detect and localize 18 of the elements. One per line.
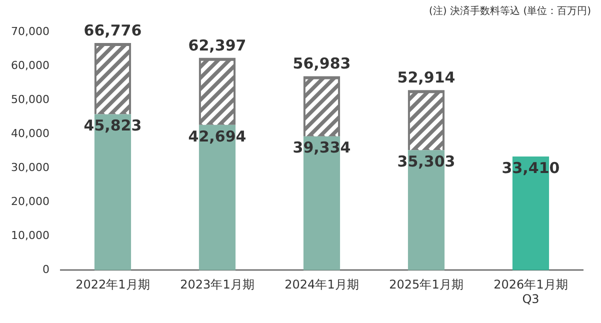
- y-tick-label: 70,000: [10, 24, 50, 38]
- total-label: 52,914: [397, 68, 456, 87]
- y-tick-label: 30,000: [10, 160, 50, 174]
- total-label: 66,776: [84, 21, 142, 40]
- x-tick-label: 2025年1月期: [389, 278, 464, 292]
- x-tick-label: 2026年1月期 Q3: [494, 278, 568, 306]
- total-label: 56,983: [292, 54, 351, 73]
- x-tick-label: 2022年1月期: [76, 278, 150, 292]
- y-tick-label: 20,000: [10, 195, 50, 208]
- y-tick-label: 10,000: [10, 229, 50, 242]
- y-tick-label: 50,000: [10, 92, 50, 106]
- text: (注) 決済手数料等込 (単位：百万円): [429, 4, 591, 18]
- y-tick-label: 0: [42, 263, 50, 276]
- total-label: 62,397: [188, 36, 246, 54]
- x-tick-label: 2024年1月期: [284, 278, 359, 292]
- y-tick-label: 60,000: [10, 58, 50, 72]
- x-tick-label: 2023年1月期: [180, 278, 254, 292]
- y-tick-label: 40,000: [10, 126, 50, 140]
